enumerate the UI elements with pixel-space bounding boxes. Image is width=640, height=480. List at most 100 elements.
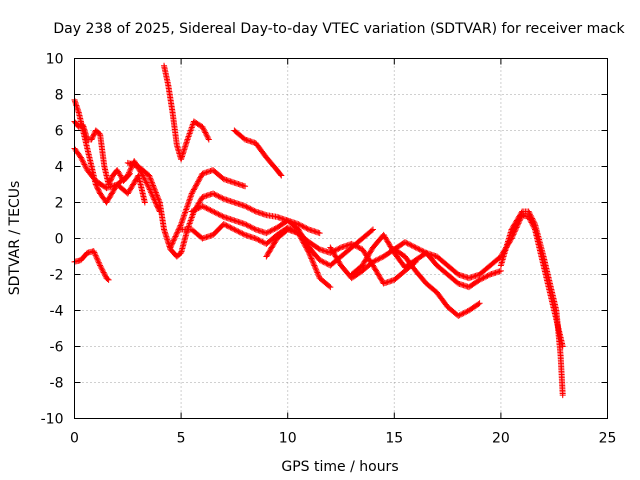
data-point	[152, 188, 159, 195]
data-point	[243, 221, 250, 228]
data-point	[188, 190, 195, 197]
data-point	[420, 248, 427, 255]
data-point	[411, 243, 418, 250]
data-point	[180, 215, 187, 222]
data-point	[530, 218, 537, 225]
data-point	[206, 206, 213, 213]
data-point	[196, 204, 203, 211]
data-point	[219, 195, 226, 202]
data-point	[528, 214, 535, 221]
data-point	[464, 308, 471, 315]
data-point	[407, 241, 414, 248]
data-point	[373, 256, 380, 263]
y-tick-label: -8	[50, 376, 64, 392]
data-point	[306, 249, 313, 256]
data-point	[151, 186, 158, 193]
data-point	[244, 222, 251, 229]
data-point	[152, 189, 159, 196]
data-point	[252, 235, 259, 242]
data-point	[227, 224, 234, 231]
data-point	[93, 253, 100, 260]
data-point	[98, 265, 105, 272]
data-point	[204, 205, 211, 212]
data-point	[403, 239, 410, 246]
data-point	[248, 224, 255, 231]
data-point	[312, 265, 319, 272]
data-point	[300, 239, 307, 246]
data-point	[94, 184, 101, 191]
data-point	[90, 131, 97, 138]
data-point	[178, 221, 185, 228]
data-point	[126, 169, 133, 176]
data-point	[511, 228, 518, 235]
data-point	[199, 203, 206, 210]
data-point	[181, 210, 188, 217]
data-point	[219, 175, 226, 182]
data-point	[314, 269, 321, 276]
data-point	[246, 223, 253, 230]
data-point	[303, 225, 310, 232]
y-tick-label: 2	[55, 196, 64, 212]
data-point	[89, 135, 96, 142]
data-point	[226, 223, 233, 230]
data-point	[240, 135, 247, 142]
data-point	[190, 207, 197, 214]
data-point	[377, 254, 384, 261]
data-point	[173, 230, 180, 237]
data-point	[234, 227, 241, 234]
series-arc-15	[497, 208, 566, 399]
data-point	[310, 259, 317, 266]
data-point	[186, 197, 193, 204]
data-point	[309, 258, 316, 265]
data-point	[271, 226, 278, 233]
data-point	[99, 268, 106, 275]
data-point	[212, 209, 219, 216]
data-point	[178, 219, 185, 226]
data-point	[214, 210, 221, 217]
data-point	[304, 225, 311, 232]
data-point	[143, 179, 150, 186]
data-point	[223, 222, 230, 229]
data-point	[156, 198, 163, 205]
data-point	[231, 226, 238, 233]
data-point	[125, 171, 132, 178]
data-point	[185, 199, 192, 206]
data-point	[172, 233, 179, 240]
data-point	[105, 276, 112, 283]
data-point	[319, 258, 326, 265]
data-point	[96, 261, 103, 268]
data-point	[153, 190, 160, 197]
data-point	[243, 203, 250, 210]
data-point	[174, 229, 181, 236]
data-point	[201, 128, 208, 135]
data-point	[126, 168, 133, 175]
data-point	[90, 248, 97, 255]
data-point	[270, 226, 277, 233]
data-point	[106, 178, 113, 185]
data-point	[199, 123, 206, 130]
data-point	[311, 263, 318, 270]
data-point	[146, 172, 153, 179]
data-point	[81, 161, 88, 168]
data-point	[313, 268, 320, 275]
data-point	[247, 223, 254, 230]
data-point	[379, 254, 386, 261]
data-point	[124, 172, 131, 179]
data-point	[250, 225, 257, 232]
data-point	[91, 250, 98, 257]
data-point	[141, 199, 148, 206]
data-point	[150, 183, 157, 190]
data-point	[182, 209, 189, 216]
data-point	[483, 273, 490, 280]
data-point	[527, 211, 534, 218]
data-point	[348, 240, 355, 247]
data-point	[188, 208, 195, 215]
data-point	[183, 206, 190, 213]
data-point	[108, 176, 115, 183]
data-point	[356, 244, 363, 251]
data-point	[97, 262, 104, 269]
data-point	[187, 194, 194, 201]
y-tick-label: -6	[50, 340, 64, 356]
data-point	[301, 240, 308, 247]
